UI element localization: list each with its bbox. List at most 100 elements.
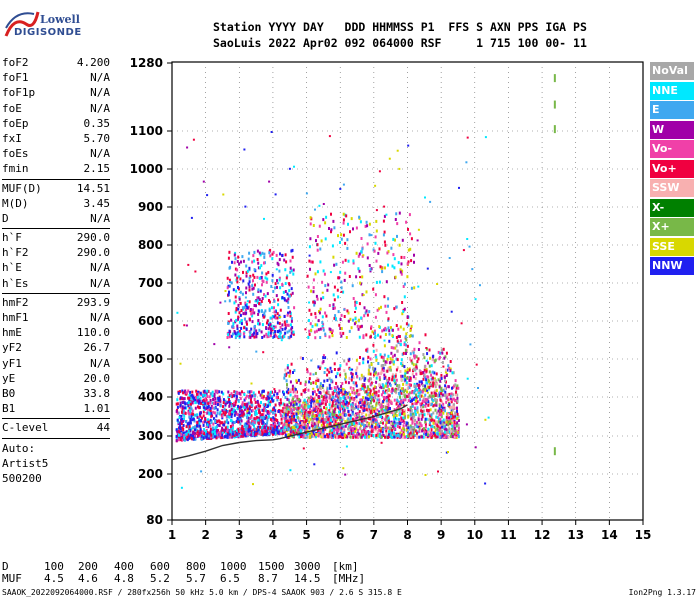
echo-point — [260, 300, 263, 303]
legend-nnw: NNW — [650, 257, 694, 275]
echo-point — [398, 435, 401, 438]
echo-point — [287, 391, 290, 395]
echo-point — [371, 405, 374, 409]
echo-point — [412, 397, 415, 401]
echo-point — [261, 431, 264, 435]
echo-point — [205, 435, 208, 439]
echo-point — [374, 428, 377, 432]
echo-point — [211, 430, 214, 434]
echo-point — [216, 403, 219, 406]
echo-point — [328, 417, 331, 421]
echo-point — [293, 306, 296, 310]
echo-point — [440, 415, 443, 419]
echo-point — [344, 390, 347, 394]
echo-point — [302, 401, 305, 405]
echo-point — [332, 404, 335, 408]
echo-point — [263, 417, 266, 420]
legend-x-: X+ — [650, 218, 694, 236]
echo-point — [387, 393, 390, 397]
echo-point — [396, 425, 399, 428]
echo-point — [357, 407, 360, 411]
echo-point — [422, 387, 425, 391]
echo-point — [374, 354, 377, 357]
echo-point — [228, 250, 231, 254]
echo-point — [246, 322, 248, 326]
echo-point — [292, 430, 295, 434]
echo-point — [331, 428, 333, 432]
echo-point — [389, 357, 392, 361]
echo-point — [324, 411, 327, 415]
echo-point — [191, 394, 194, 397]
echo-point — [391, 422, 394, 426]
echo-point — [403, 390, 406, 394]
echo-point — [227, 321, 230, 325]
echo-point — [317, 328, 320, 332]
echo-point — [224, 420, 227, 424]
echo-point — [218, 412, 221, 416]
echo-point — [198, 397, 201, 401]
echo-point — [332, 436, 334, 439]
echo-point — [435, 435, 438, 439]
echo-point — [213, 406, 216, 410]
echo-point — [283, 428, 286, 432]
echo-point — [182, 436, 185, 440]
param-row: h`E N/A — [2, 261, 110, 276]
echo-point — [239, 332, 242, 336]
echo-point — [342, 414, 345, 418]
echo-point — [307, 399, 310, 403]
echo-point — [390, 402, 393, 405]
echo-point — [433, 371, 436, 375]
echo-point — [420, 390, 423, 394]
autoscale-line: Artist5 — [2, 456, 49, 470]
echo-point — [326, 424, 329, 428]
echo-point — [384, 266, 386, 270]
echo-point — [245, 271, 248, 275]
echo-point — [387, 304, 389, 308]
echo-point — [293, 426, 296, 430]
echo-point — [230, 428, 233, 431]
echo-point — [194, 437, 197, 441]
echo-point — [454, 411, 457, 415]
echo-point — [368, 222, 371, 226]
echo-point — [319, 307, 322, 311]
echo-point — [391, 428, 393, 432]
echo-point — [421, 413, 424, 417]
echo-point — [373, 399, 376, 403]
echo-point — [360, 316, 363, 320]
echo-point — [290, 402, 292, 406]
echo-point — [376, 408, 379, 412]
echo-point — [384, 304, 387, 308]
echo-point — [282, 430, 284, 434]
echo-point — [361, 401, 363, 405]
echo-point — [438, 428, 441, 432]
echo-point — [377, 415, 379, 419]
echo-point — [228, 335, 231, 339]
echo-point — [186, 146, 189, 149]
echo-point — [249, 331, 252, 335]
echo-point — [261, 390, 264, 393]
echo-point — [348, 391, 351, 395]
echo-point — [234, 391, 237, 395]
echo-point — [350, 396, 353, 400]
echo-point — [377, 394, 380, 398]
echo-point — [307, 396, 310, 400]
echo-point — [265, 409, 267, 413]
echo-point — [226, 425, 229, 429]
echo-point — [315, 329, 318, 333]
echo-point — [208, 431, 211, 435]
echo-point — [376, 429, 379, 433]
echo-point — [437, 378, 440, 382]
echo-point — [399, 395, 402, 399]
echo-point — [230, 281, 233, 285]
param-row: foEs N/A — [2, 147, 110, 162]
echo-point — [342, 400, 345, 404]
echo-point — [319, 409, 321, 413]
param-value: 20.0 — [83, 371, 111, 385]
echo-point — [207, 425, 210, 429]
echo-point — [283, 423, 286, 427]
echo-point — [356, 324, 359, 328]
echo-point — [297, 406, 300, 410]
x-tick-label: 12 — [534, 528, 551, 542]
echo-point — [351, 284, 354, 288]
echo-point — [351, 387, 353, 391]
